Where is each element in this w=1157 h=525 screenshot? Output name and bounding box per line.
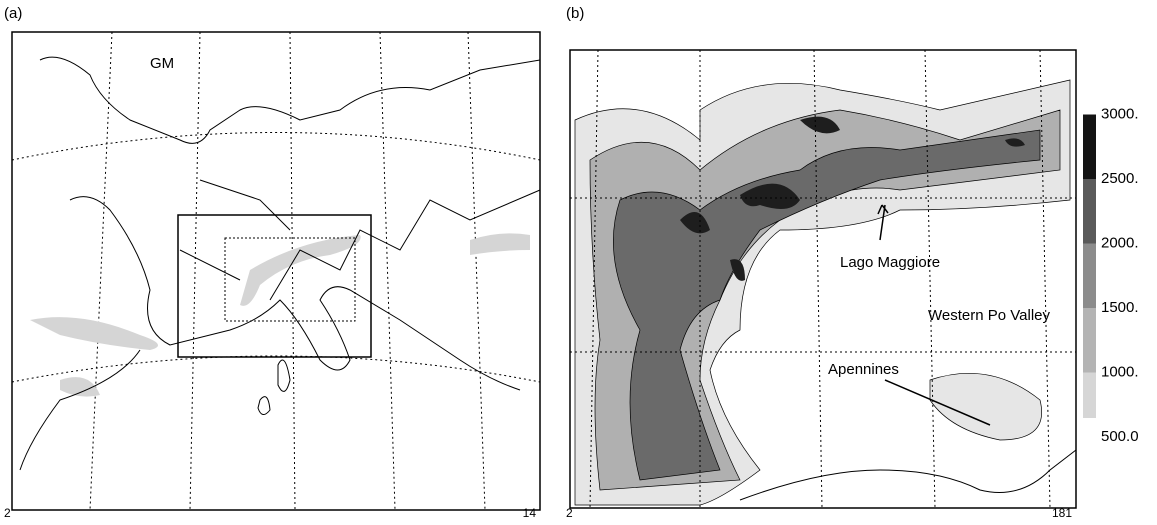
x-end-label: 181 [1052, 506, 1072, 520]
panel-label: (b) [566, 5, 584, 22]
annotation: Apennines [828, 361, 899, 378]
colorbar-band [1083, 308, 1096, 373]
annotation: Lago Maggiore [840, 254, 940, 271]
colorbar-tick-label: 1000. [1101, 363, 1139, 380]
colorbar-tick-label: 2000. [1101, 234, 1139, 251]
colorbar-tick-label: 2500. [1101, 170, 1139, 187]
colorbar-tick-label: 1500. [1101, 299, 1139, 316]
x-start-label: 2 [566, 506, 573, 520]
map-b [570, 49, 1077, 509]
colorbar-band [1083, 243, 1096, 308]
colorbar-tick-label: 3000. [1101, 105, 1139, 122]
colorbar-band [1083, 114, 1096, 179]
colorbar-tick-label: 500.0 [1101, 428, 1139, 445]
panel-label: (a) [4, 5, 22, 22]
x-end-label: 14 [523, 506, 537, 520]
colorbar-band [1083, 179, 1096, 244]
map-a [11, 31, 541, 511]
annotation: GM [150, 55, 174, 72]
x-start-label: 2 [4, 506, 11, 520]
annotation: Western Po Valley [928, 307, 1050, 324]
colorbar-band [1083, 372, 1096, 418]
colorbar: 3000. 2500. 2000. 1500. 1000. 500.0 [1083, 105, 1139, 445]
